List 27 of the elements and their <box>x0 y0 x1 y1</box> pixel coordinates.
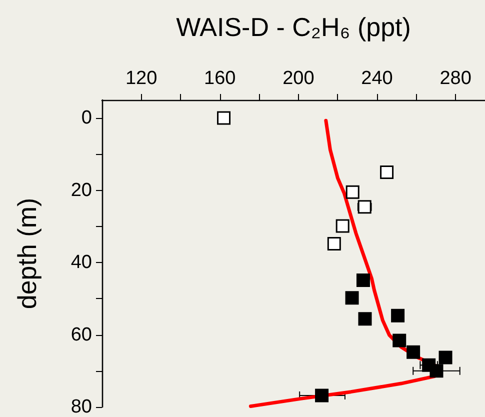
point <box>346 185 360 199</box>
y-tick-label: 40 <box>70 252 92 274</box>
point <box>406 345 420 359</box>
x-tick-label: 120 <box>125 68 158 89</box>
point <box>358 200 372 214</box>
x-tick-label: 200 <box>282 68 314 89</box>
point <box>430 364 444 378</box>
point <box>217 111 231 125</box>
x-tick-label: 280 <box>440 68 472 89</box>
point <box>336 219 350 233</box>
point <box>391 308 405 322</box>
point <box>358 312 372 326</box>
point <box>356 273 370 287</box>
y-tick-label: 60 <box>70 324 92 346</box>
point <box>392 334 406 348</box>
point <box>315 388 329 402</box>
point <box>345 291 359 305</box>
x-axis-title: WAIS-D - C₂H₆ (ppt) <box>176 12 411 42</box>
point <box>327 237 341 250</box>
point <box>438 350 452 364</box>
y-axis-title: depth (m) <box>12 198 42 310</box>
point <box>380 165 394 179</box>
x-tick-label: 160 <box>204 68 236 89</box>
y-tick-label: 80 <box>70 396 92 417</box>
y-tick-label: 0 <box>81 108 92 129</box>
x-tick-label: 240 <box>361 68 393 89</box>
y-tick-label: 20 <box>70 180 92 201</box>
